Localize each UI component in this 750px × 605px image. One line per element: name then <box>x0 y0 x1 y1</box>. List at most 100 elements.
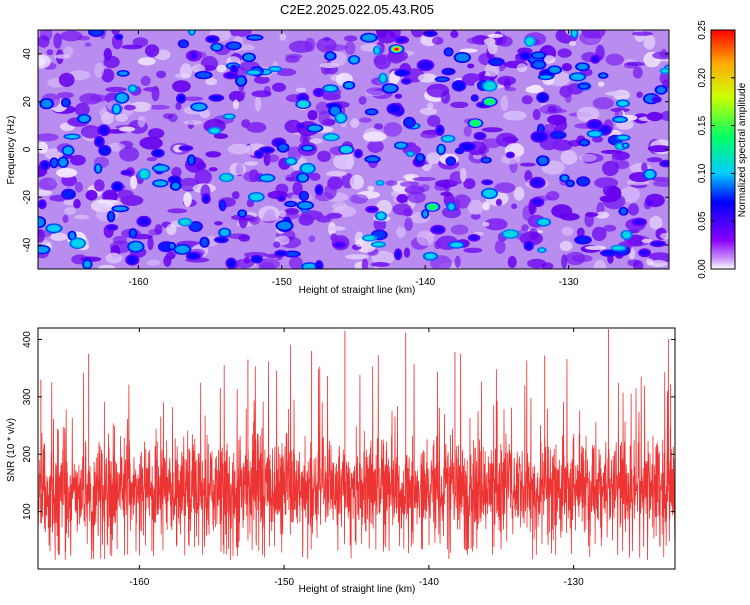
heatmap-blob <box>229 30 252 37</box>
heatmap-blob <box>227 259 235 268</box>
heatmap-blob <box>154 180 167 186</box>
heatmap-blob <box>38 133 59 142</box>
heatmap-blob <box>130 175 138 190</box>
heatmap-blob <box>254 76 270 84</box>
heatmap-blob <box>99 125 109 135</box>
heatmap-blob <box>538 93 548 102</box>
heatmap-blob <box>288 256 303 269</box>
heatmap-blob <box>324 85 337 92</box>
heatmap-blob <box>205 77 218 86</box>
heatmap-blob <box>366 87 386 96</box>
heatmap-blob <box>316 261 322 269</box>
heatmap-blob <box>319 62 340 69</box>
heatmap-blob <box>516 63 528 72</box>
heatmap-blob <box>215 237 227 242</box>
heatmap-blob <box>210 95 223 101</box>
colorbar-tick-label: 0.20 <box>697 68 708 88</box>
heatmap-blob <box>427 115 441 127</box>
heatmap-blob <box>238 234 250 242</box>
heatmap-blob <box>349 56 359 64</box>
heatmap-blob <box>140 75 151 86</box>
heatmap-blob <box>147 128 165 139</box>
heatmap-blob <box>170 243 175 249</box>
heatmap-blob <box>549 66 561 73</box>
heatmap-cells <box>38 30 669 269</box>
heatmap-blob <box>539 104 562 115</box>
heatmap-blob <box>372 242 384 247</box>
heatmap-blob <box>62 99 69 106</box>
heatmap-blob <box>69 232 75 240</box>
heatmap-blob <box>322 93 341 101</box>
heatmap-blob <box>443 69 454 74</box>
heatmap-blob <box>56 168 78 178</box>
heatmap-blob <box>576 106 600 122</box>
heatmap-blob <box>169 176 180 183</box>
heatmap-blob <box>570 73 585 80</box>
heatmap-blob <box>559 85 573 98</box>
heatmap-blob <box>41 161 49 170</box>
heatmap-blob <box>273 241 281 249</box>
heatmap-blob <box>532 108 541 121</box>
heatmap-blob <box>649 215 663 230</box>
heatmap-blob <box>622 231 631 239</box>
heatmap-blob <box>367 207 377 212</box>
heatmap-blob <box>418 60 433 70</box>
heatmap-blob <box>557 48 572 58</box>
heatmap-blob <box>278 196 285 201</box>
heatmap-blob <box>482 222 490 227</box>
heatmap-blob <box>183 96 204 102</box>
heatmap-blob <box>63 199 77 206</box>
x-tick-label: -150 <box>272 277 292 288</box>
heatmap-blob <box>507 153 513 157</box>
heatmap-blob <box>531 178 544 188</box>
heatmap-blob <box>623 62 638 69</box>
y-tick-label: 100 <box>22 503 33 520</box>
heatmap-blob <box>362 131 387 142</box>
heatmap-blob <box>647 201 653 205</box>
heatmap-blob <box>423 210 428 218</box>
snr-x-axis-label: Height of straight line (km) <box>299 584 416 595</box>
heatmap-blob <box>374 123 383 130</box>
heatmap-blob <box>167 208 188 214</box>
heatmap-blob <box>39 200 45 208</box>
heatmap-blob <box>324 44 348 51</box>
heatmap-blob <box>388 104 401 114</box>
heatmap-blob <box>561 63 573 72</box>
heatmap-blob <box>345 254 369 260</box>
x-tick-label: -130 <box>564 577 584 588</box>
heatmap-blob <box>73 198 81 209</box>
heatmap-blob <box>404 118 414 127</box>
heatmap-blob <box>307 110 318 121</box>
snr-series-line <box>38 338 675 561</box>
heatmap-blob <box>450 30 459 38</box>
heatmap-blob <box>653 97 660 102</box>
heatmap-blob <box>456 149 463 153</box>
y-tick-label: -40 <box>22 237 33 252</box>
heatmap-blob <box>497 36 513 47</box>
heatmap-blob <box>297 123 305 129</box>
heatmap-blob <box>314 89 323 96</box>
heatmap-blob <box>404 185 425 195</box>
heatmap-blob <box>404 217 414 231</box>
x-tick-label: -150 <box>274 577 294 588</box>
heatmap-blob <box>330 106 340 116</box>
heatmap-blob <box>489 58 503 65</box>
heatmap-blob <box>85 189 98 201</box>
heatmap-blob <box>46 49 54 56</box>
heatmap-blob <box>175 245 190 254</box>
heatmap-blob <box>229 162 247 176</box>
heatmap-blob <box>559 240 573 252</box>
heatmap-blob <box>129 85 136 92</box>
heatmap-blob <box>301 164 314 173</box>
heatmap-blob <box>466 37 484 45</box>
heatmap-blob <box>145 44 160 58</box>
heatmap-blob <box>304 37 316 52</box>
heatmap-blob <box>166 224 177 235</box>
heatmap-blob <box>90 30 103 36</box>
heatmap-blob <box>333 153 355 170</box>
heatmap-blob <box>129 101 152 113</box>
heatmap-blob <box>309 138 323 144</box>
heatmap-blob <box>108 212 114 221</box>
heatmap-blob <box>374 47 379 54</box>
heatmap-blob <box>495 198 503 206</box>
